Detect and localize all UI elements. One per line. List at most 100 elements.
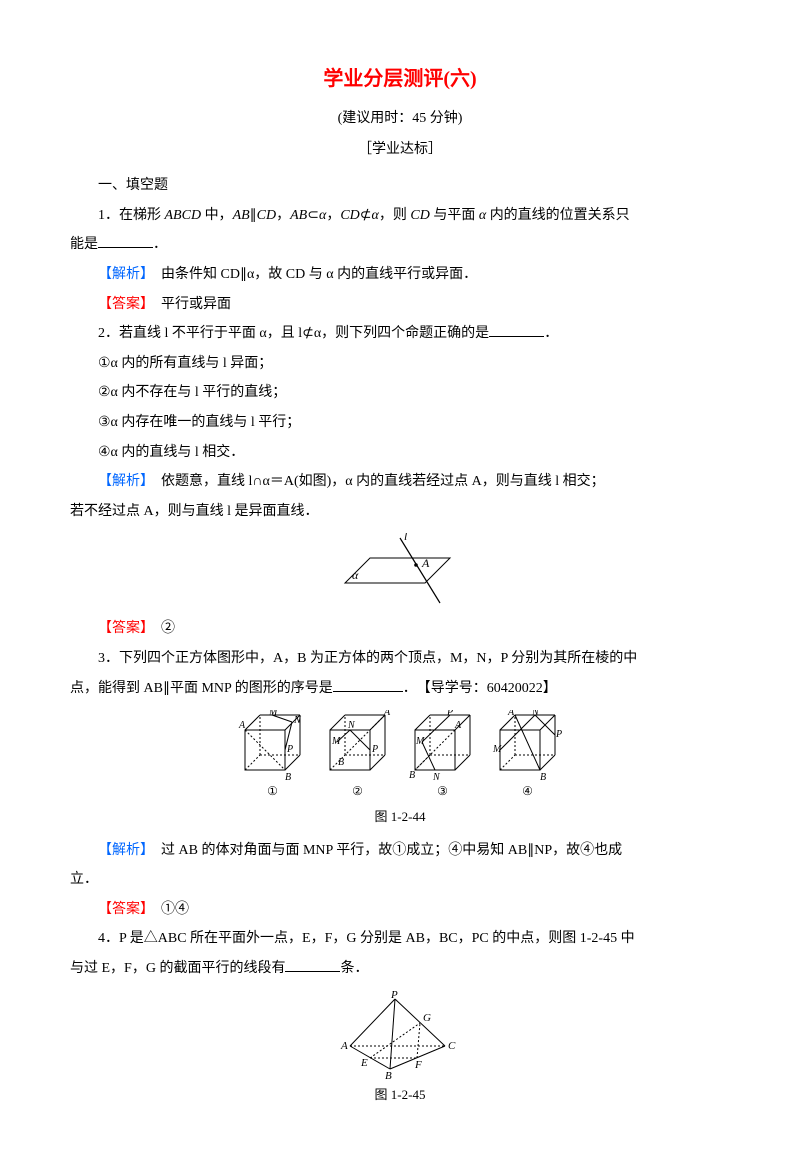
figure-3: P A B C E F G 图 1-2-45: [70, 991, 730, 1108]
q1-l2b: ．: [153, 237, 167, 252]
q2-end: ．: [544, 326, 558, 341]
jiexi-label: 【解析】: [98, 267, 147, 282]
svg-text:A: A: [507, 710, 515, 718]
svg-text:N: N: [293, 715, 302, 726]
q4-line2: 与过 E，F，G 的截面平行的线段有 条．: [70, 956, 730, 983]
q1-cd3: CD: [410, 208, 429, 223]
q4-l2a: 与过 E，F，G 的截面平行的线段有: [70, 961, 285, 976]
q1-daan-text: 平行或异面: [147, 297, 231, 312]
page-title: 学业分层测评(六): [70, 60, 730, 98]
q1-abcd: ABCD: [165, 208, 202, 223]
svg-text:A: A: [454, 720, 462, 731]
q1-daan: 【答案】 平行或异面: [70, 292, 730, 319]
svg-text:M: M: [492, 744, 502, 755]
svg-text:A: A: [383, 710, 391, 718]
cube-2-label: ②: [320, 780, 395, 803]
fig1-A: A: [421, 556, 430, 570]
q3-jiexi-t1: 过 AB 的体对角面与面 MNP 平行，故①成立；④中易知 AB∥NP，故④也成: [147, 843, 622, 858]
subtitle: (建议用时：45 分钟): [70, 106, 730, 133]
svg-text:A: A: [238, 720, 246, 731]
svg-text:B: B: [285, 772, 291, 780]
tetrahedron-diagram: P A B C E F G: [335, 991, 465, 1081]
q1-jiexi-text: 由条件知 CD∥α，故 CD 与 α 内的直线平行或异面．: [147, 267, 477, 282]
q3-l2b: ． 【导学号：60420022】: [403, 681, 557, 696]
q1-notsub: ⊄: [360, 208, 372, 223]
q1-jiexi: 【解析】 由条件知 CD∥α，故 CD 与 α 内的直线平行或异面．: [70, 262, 730, 289]
q2-opt4: ④α 内的直线与 l 相交．: [70, 440, 730, 467]
section-label: ［学业达标］: [70, 137, 730, 164]
q2-daan: 【答案】 ②: [70, 616, 730, 643]
q3-jiexi: 【解析】 过 AB 的体对角面与面 MNP 平行，故①成立；④中易知 AB∥NP…: [70, 838, 730, 865]
q3-daan: 【答案】 ①④: [70, 897, 730, 924]
q2-opt3: ③α 内存在唯一的直线与 l 平行；: [70, 410, 730, 437]
cube-4-label: ④: [490, 780, 565, 803]
cube-3: A B M N P ③: [405, 710, 480, 803]
svg-text:N: N: [432, 772, 441, 780]
svg-text:B: B: [338, 757, 344, 768]
q1-line2: 能是 ．: [70, 232, 730, 259]
q1-l2a: 能是: [70, 237, 98, 252]
daan-label: 【答案】: [98, 297, 147, 312]
heading-fill-blank: 一、填空题: [70, 173, 730, 200]
q1-t4: ，: [326, 208, 340, 223]
q2-opt2: ②α 内不存在与 l 平行的直线；: [70, 380, 730, 407]
q4-blank: [285, 957, 340, 972]
fig3-caption: 图 1-2-45: [70, 1083, 730, 1108]
daan-label-2: 【答案】: [98, 621, 147, 636]
jiexi-label-3: 【解析】: [98, 843, 147, 858]
q2-text: 2．若直线 l 不平行于平面 α，且 l⊄α，则下列四个命题正确的是: [98, 326, 489, 341]
q2-jiexi-2: 若不经过点 A，则与直线 l 是异面直线．: [70, 499, 730, 526]
fig3-P: P: [390, 991, 398, 1001]
q2-opt1: ①α 内的所有直线与 l 异面；: [70, 351, 730, 378]
q3-line2: 点，能得到 AB∥平面 MNP 的图形的序号是 ． 【导学号：60420022】: [70, 676, 730, 703]
figure-2: A B M N P ① A B M: [70, 710, 730, 829]
q2-line: 2．若直线 l 不平行于平面 α，且 l⊄α，则下列四个命题正确的是 ．: [70, 321, 730, 348]
fig3-F: F: [414, 1059, 422, 1071]
q2-jiexi: 【解析】 依题意，直线 l∩α＝A(如图)，α 内的直线若经过点 A，则与直线 …: [70, 469, 730, 496]
q1-line1: 1．在梯形 ABCD 中，AB∥CD，AB⊂α，CD⊄α，则 CD 与平面 α …: [70, 203, 730, 230]
jiexi-label-2: 【解析】: [98, 474, 147, 489]
svg-text:N: N: [347, 720, 356, 731]
cube-1: A B M N P ①: [235, 710, 310, 803]
q1-alpha2: α: [372, 208, 379, 223]
fig3-E: E: [360, 1057, 368, 1069]
q1-cd: CD: [257, 208, 276, 223]
q1-ab2: AB: [290, 208, 307, 223]
q1-t7: 内的直线的位置关系只: [486, 208, 630, 223]
cube-1-label: ①: [235, 780, 310, 803]
svg-text:P: P: [286, 744, 293, 755]
fig3-B: B: [385, 1070, 392, 1081]
q3-blank: [333, 677, 403, 692]
q1-t3: ，: [276, 208, 290, 223]
figure-1: l A α: [70, 533, 730, 608]
svg-text:P: P: [555, 729, 562, 740]
q1-t1: 1．在梯形: [98, 208, 165, 223]
cube-2: A B M N P ②: [320, 710, 395, 803]
fig3-C: C: [448, 1040, 456, 1052]
q1-t6: 与平面: [430, 208, 479, 223]
svg-text:M: M: [331, 736, 341, 747]
svg-text:P: P: [371, 744, 378, 755]
q4-l2b: 条．: [340, 961, 368, 976]
fig1-alpha: α: [352, 568, 359, 582]
plane-line-diagram: l A α: [330, 533, 470, 608]
q3-jiexi-2: 立．: [70, 867, 730, 894]
fig3-G: G: [423, 1012, 431, 1024]
q2-daan-text: ②: [147, 621, 175, 636]
cube-3-label: ③: [405, 780, 480, 803]
q1-par: ∥: [250, 208, 257, 223]
q3-l2a: 点，能得到 AB∥平面 MNP 的图形的序号是: [70, 681, 333, 696]
q1-t5: ，则: [379, 208, 411, 223]
svg-text:N: N: [531, 710, 540, 718]
fig1-l: l: [404, 533, 408, 543]
svg-text:P: P: [446, 710, 453, 718]
daan-label-3: 【答案】: [98, 902, 147, 917]
q2-blank: [489, 322, 544, 337]
fig2-caption: 图 1-2-44: [70, 805, 730, 830]
fig3-A: A: [340, 1040, 348, 1052]
cube-4: A B M N P ④: [490, 710, 565, 803]
q3-line1: 3．下列四个正方体图形中，A，B 为正方体的两个顶点，M，N，P 分别为其所在棱…: [70, 646, 730, 673]
q1-t2: 中，: [201, 208, 233, 223]
q1-ab: AB: [233, 208, 250, 223]
q1-blank: [98, 233, 153, 248]
